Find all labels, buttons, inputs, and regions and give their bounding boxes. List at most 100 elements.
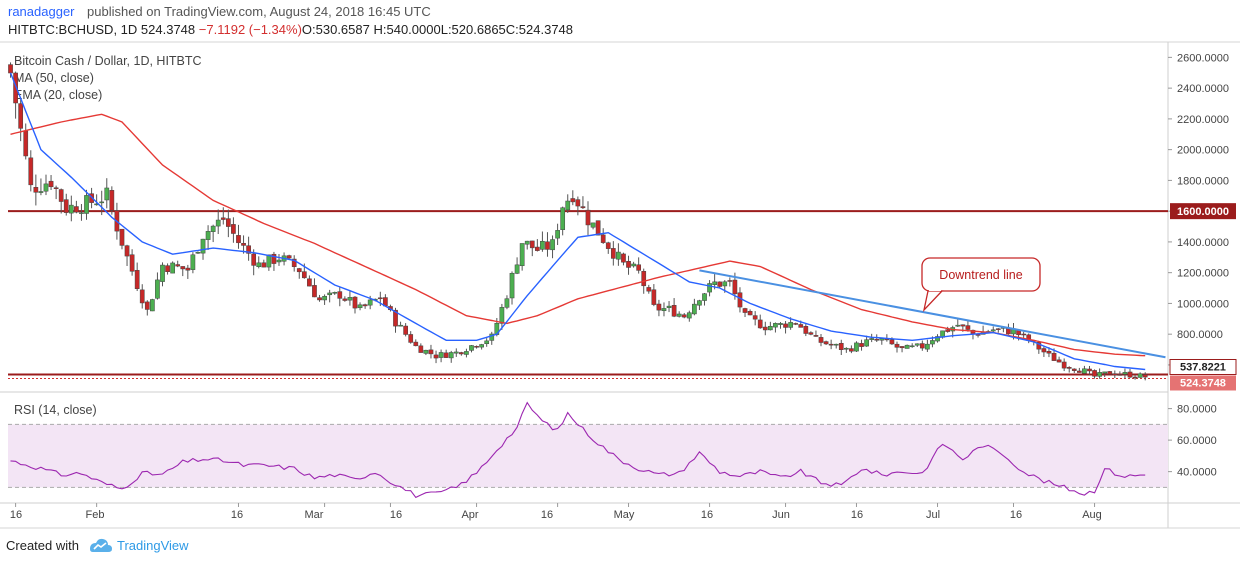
- chart-canvas[interactable]: 2600.0000 2400.0000 2200.0000 2000.0000 1800…: [0, 0, 1240, 532]
- tradingview-logo-icon[interactable]: [87, 535, 113, 555]
- candle-body: [555, 230, 560, 239]
- candle-body: [205, 231, 211, 240]
- candle-body: [914, 343, 920, 346]
- candle-body: [681, 314, 687, 318]
- candle-body: [818, 337, 824, 343]
- resistance-tag: [1170, 203, 1236, 220]
- last-price-tag-label: 524.3748: [1180, 377, 1226, 389]
- candle-body: [48, 180, 54, 188]
- candle-body: [200, 238, 206, 254]
- candle-body: [909, 345, 915, 348]
- candle-body: [773, 323, 778, 328]
- candle-body: [793, 323, 799, 325]
- candle-body: [616, 251, 621, 260]
- ema20-line: [9, 72, 1146, 371]
- candle-body: [1107, 371, 1113, 375]
- candle-body: [1056, 359, 1062, 363]
- candle-body: [408, 334, 414, 343]
- candle-body: [403, 325, 408, 335]
- candle-body: [621, 253, 626, 263]
- candle-body: [74, 206, 79, 213]
- time-axis-label: 16: [231, 509, 243, 521]
- candle-body: [484, 340, 490, 344]
- candle-body: [1092, 370, 1097, 377]
- time-axis-label: Jun: [772, 509, 790, 521]
- candle-body: [930, 340, 935, 345]
- tradingview-brand[interactable]: TradingView: [117, 538, 189, 553]
- candle-body: [788, 322, 793, 328]
- candle-body: [438, 352, 444, 358]
- candle-body: [236, 235, 241, 244]
- candle-body: [8, 64, 13, 74]
- candle-body: [499, 307, 505, 324]
- candle-body: [443, 352, 449, 358]
- candle-body: [28, 157, 34, 186]
- candle-body: [1132, 376, 1138, 379]
- candle-body: [605, 242, 611, 249]
- candle-body: [651, 289, 657, 305]
- candle-body: [833, 343, 839, 346]
- candle-body: [626, 260, 631, 268]
- candle-body: [322, 295, 327, 301]
- candle-body: [175, 264, 181, 267]
- candle-body: [904, 344, 910, 349]
- candle-body: [945, 329, 951, 332]
- time-axis-label: 16: [851, 509, 863, 521]
- candle-body: [1122, 372, 1128, 375]
- price-axis-label: 1000.0000: [1177, 298, 1229, 310]
- candle-body: [1142, 374, 1148, 378]
- candle-body: [762, 326, 768, 331]
- ma50-line: [10, 113, 1146, 357]
- candle-body: [676, 313, 682, 317]
- candle-body: [1112, 373, 1118, 376]
- candle-body: [894, 343, 900, 348]
- candle-body: [124, 245, 130, 257]
- candle-body: [692, 303, 697, 315]
- candle-body: [79, 212, 84, 214]
- candle-body: [317, 297, 322, 301]
- candle-body: [1097, 372, 1102, 377]
- candle-body: [540, 240, 545, 250]
- last-price-tag: [1170, 375, 1236, 391]
- candle-body: [134, 270, 140, 289]
- footer: Created with TradingView: [0, 532, 1240, 562]
- candle-body: [68, 204, 74, 214]
- author-link[interactable]: ranadagger: [8, 4, 75, 19]
- low-value: L:520.6865: [440, 22, 506, 37]
- annotation-box: [921, 257, 1041, 292]
- candle-body: [666, 305, 672, 308]
- candle-body: [352, 296, 358, 309]
- candle-body: [18, 103, 24, 129]
- candle-body: [1087, 368, 1092, 372]
- candle-body: [560, 207, 566, 230]
- candle-body: [474, 346, 479, 348]
- candle-body: [393, 309, 398, 327]
- candle-body: [291, 258, 297, 267]
- candle-body: [702, 293, 707, 301]
- candle-body: [529, 240, 535, 249]
- candle-body: [697, 300, 702, 306]
- candle-body: [195, 252, 201, 254]
- candle-body: [377, 297, 383, 300]
- high-value: H:540.0000: [373, 22, 441, 37]
- rsi-band: [8, 424, 1168, 488]
- support-tag-label: 537.8221: [1180, 361, 1226, 373]
- resistance-tag-label: 1600.0000: [1177, 206, 1229, 218]
- candle-body: [296, 268, 302, 273]
- candle-body: [418, 345, 424, 353]
- time-axis-label: 16: [1010, 509, 1022, 521]
- candle-body: [1082, 368, 1087, 374]
- candle-body: [519, 243, 525, 267]
- candle-body: [165, 265, 170, 272]
- candle-body: [1077, 370, 1082, 373]
- candle-body: [160, 264, 165, 282]
- candle-body: [641, 271, 647, 287]
- legend-title: Bitcoin Cash / Dollar, 1D, HITBTC: [14, 54, 202, 68]
- candle-body: [671, 305, 677, 317]
- candle-body: [752, 315, 758, 320]
- candle-body: [879, 338, 885, 341]
- candle-body: [899, 346, 905, 349]
- candle-body: [150, 299, 155, 312]
- candle-body: [469, 345, 474, 351]
- candle-body: [1102, 371, 1108, 374]
